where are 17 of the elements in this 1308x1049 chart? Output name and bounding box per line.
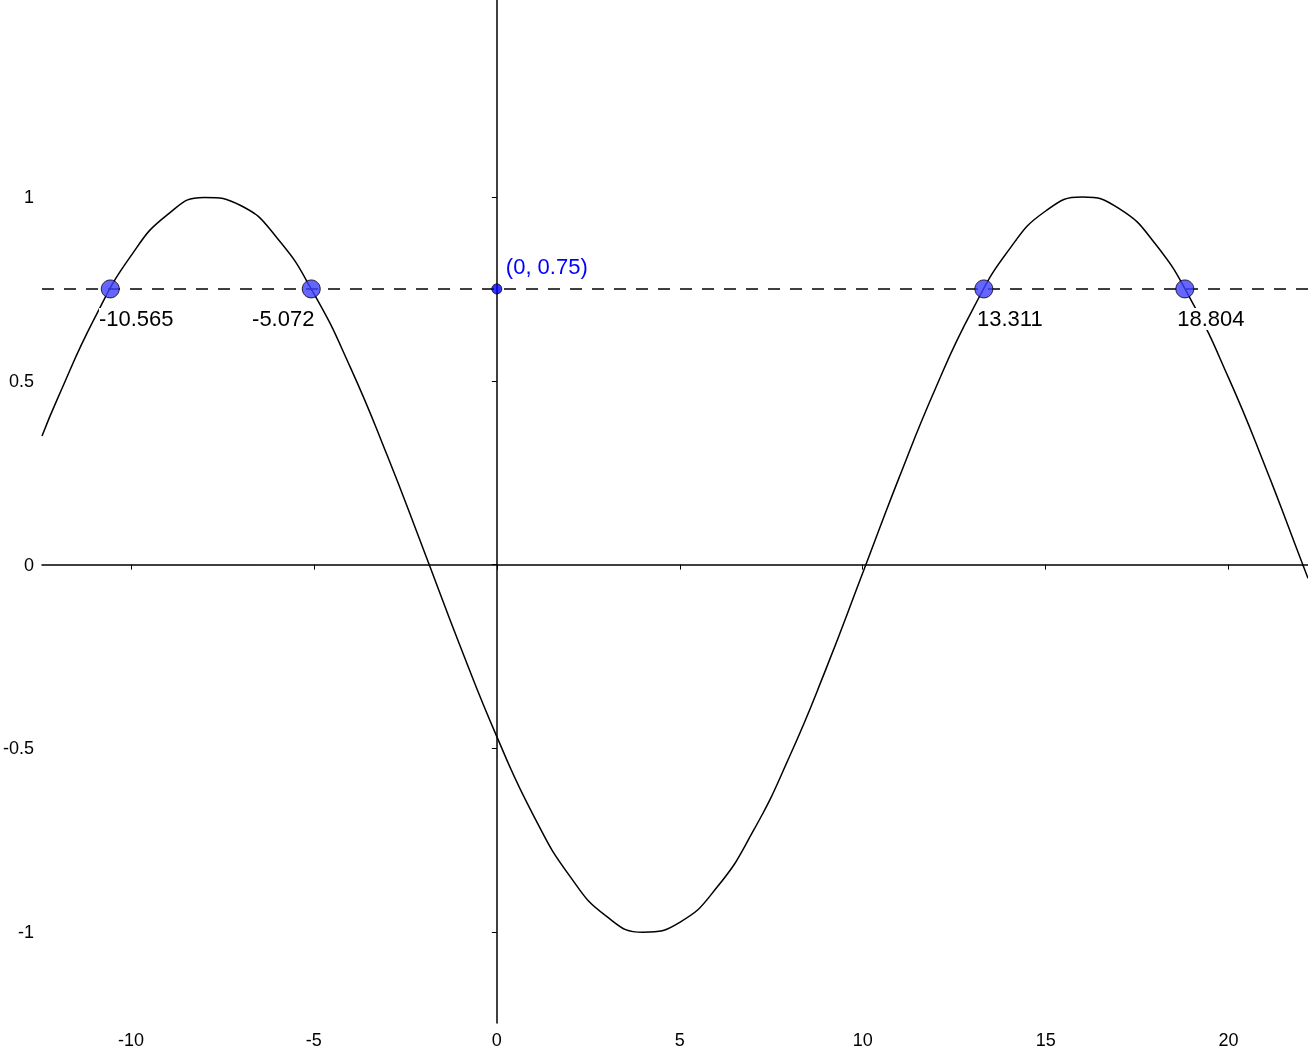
annotation: 18.804 [1177, 306, 1245, 332]
y-tick-label: -1 [18, 922, 35, 943]
x-tick-label: 20 [1218, 1030, 1239, 1049]
annotation: (0, 0.75) [505, 254, 588, 280]
x-tick-label: 10 [852, 1030, 873, 1049]
x-tick-label: 15 [1035, 1030, 1056, 1049]
x-tick-label: -10 [117, 1030, 144, 1049]
annotation: -5.072 [252, 306, 315, 332]
y-tick-label: 0 [24, 554, 35, 575]
annotation: 13.311 [977, 306, 1043, 332]
x-tick-label: -5 [305, 1030, 322, 1049]
x-tick-label: 0 [491, 1030, 502, 1049]
y-tick-label: 1 [24, 187, 35, 208]
y-tick-label: -0.5 [2, 738, 35, 759]
annotation: -10.565 [98, 306, 174, 332]
y-tick-label: 0.5 [8, 370, 35, 391]
x-tick-label: 5 [674, 1030, 685, 1049]
